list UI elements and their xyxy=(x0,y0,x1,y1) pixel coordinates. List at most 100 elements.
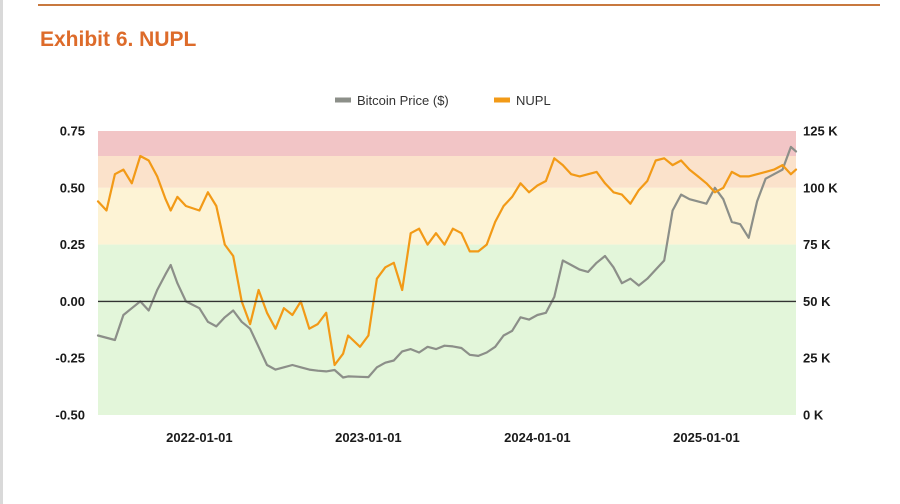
nupl-point xyxy=(333,364,336,366)
price-point xyxy=(232,309,235,312)
y-left-tick-label: 0.25 xyxy=(60,237,85,252)
y-right-tick-label: 0 K xyxy=(803,408,824,423)
price-point xyxy=(739,223,742,226)
y-right-tick-label: 125 K xyxy=(803,124,838,139)
nupl-point xyxy=(169,209,172,212)
price-point xyxy=(299,366,302,369)
nupl-point xyxy=(384,266,387,269)
x-tick-label: 2024-01-01 xyxy=(504,430,571,445)
nupl-point xyxy=(97,200,99,203)
nupl-point xyxy=(629,202,632,205)
nupl-point xyxy=(367,334,370,337)
legend-label[interactable]: NUPL xyxy=(516,93,551,108)
price-point xyxy=(367,376,370,378)
price-point xyxy=(790,146,792,148)
price-point xyxy=(561,259,564,262)
price-point xyxy=(578,268,581,271)
nupl-point xyxy=(561,164,564,166)
price-point xyxy=(730,220,733,223)
nupl-point xyxy=(156,175,159,178)
price-point xyxy=(401,350,404,353)
price-point xyxy=(249,327,252,330)
price-point xyxy=(781,168,784,171)
price-point xyxy=(392,359,395,362)
nupl-point xyxy=(198,209,201,212)
nupl-point xyxy=(756,173,759,176)
nupl-point xyxy=(468,250,471,253)
price-point xyxy=(536,314,539,316)
price-point xyxy=(384,361,387,364)
nupl-point xyxy=(114,173,116,176)
price-point xyxy=(342,376,344,379)
nupl-point xyxy=(184,205,187,207)
nupl-point xyxy=(697,175,699,178)
y-left-tick-label: -0.50 xyxy=(55,408,85,423)
nupl-point xyxy=(435,232,437,235)
nupl-point xyxy=(485,243,488,246)
y-right-tick-label: 100 K xyxy=(803,180,838,195)
price-point xyxy=(460,347,463,349)
nupl-point xyxy=(164,198,167,201)
nupl-point xyxy=(392,261,395,264)
x-tick-label: 2023-01-01 xyxy=(335,430,402,445)
price-point xyxy=(773,173,775,176)
price-point xyxy=(169,264,172,266)
nupl-point xyxy=(274,327,277,330)
nupl-point xyxy=(418,227,421,230)
price-point xyxy=(274,368,277,371)
nupl-point xyxy=(722,186,725,189)
nupl-point xyxy=(215,205,218,207)
price-point xyxy=(375,366,378,369)
nupl-point xyxy=(654,159,657,162)
nupl-point xyxy=(122,168,125,171)
axes-layer: 0.75 0.50 0.25 0.00 -0.25 -0.50 125 K 100 K 75 K… xyxy=(55,124,838,446)
legend[interactable]: Bitcoin Price ($) NUPL xyxy=(335,93,551,108)
price-point xyxy=(114,339,116,341)
price-point xyxy=(713,186,716,189)
price-point xyxy=(359,375,361,378)
nupl-point xyxy=(646,180,649,182)
nupl-line xyxy=(96,154,798,367)
price-point xyxy=(612,266,615,269)
zone-band-3 xyxy=(98,244,796,415)
y-left-tick-label: 0.00 xyxy=(60,294,85,309)
price-point xyxy=(795,150,797,153)
price-point xyxy=(130,307,133,310)
y-left-tick-label: 0.75 xyxy=(60,124,85,139)
price-point xyxy=(418,351,421,354)
nupl-point xyxy=(663,157,666,160)
legend-label[interactable]: Bitcoin Price ($) xyxy=(357,93,449,108)
nupl-point xyxy=(528,191,530,194)
nupl-point xyxy=(621,193,623,196)
y-right-tick-label: 75 K xyxy=(803,237,831,252)
nupl-point xyxy=(206,191,209,194)
price-point xyxy=(308,368,311,371)
nupl-point xyxy=(426,243,429,246)
price-point xyxy=(240,320,243,323)
nupl-point xyxy=(730,170,733,173)
price-point xyxy=(502,334,505,337)
price-point xyxy=(468,353,471,356)
nupl-point xyxy=(325,311,328,314)
price-point xyxy=(680,193,682,196)
nupl-point xyxy=(257,289,260,291)
nupl-point xyxy=(443,243,446,246)
price-point xyxy=(347,375,350,378)
nupl-point xyxy=(773,168,775,171)
nupl-point xyxy=(790,173,792,176)
nupl-point xyxy=(477,250,480,253)
price-point xyxy=(654,268,657,271)
nupl-point xyxy=(176,195,179,198)
price-point xyxy=(215,325,218,328)
price-point xyxy=(697,200,699,203)
nupl-point xyxy=(688,168,691,171)
price-point xyxy=(511,330,513,332)
price-point xyxy=(266,364,268,366)
y-right-tick-label: 25 K xyxy=(803,351,831,366)
price-point xyxy=(604,255,606,257)
price-point xyxy=(764,177,767,180)
nupl-point xyxy=(595,170,598,173)
nupl-point xyxy=(705,182,708,185)
price-point xyxy=(756,200,759,203)
price-point xyxy=(629,277,632,280)
